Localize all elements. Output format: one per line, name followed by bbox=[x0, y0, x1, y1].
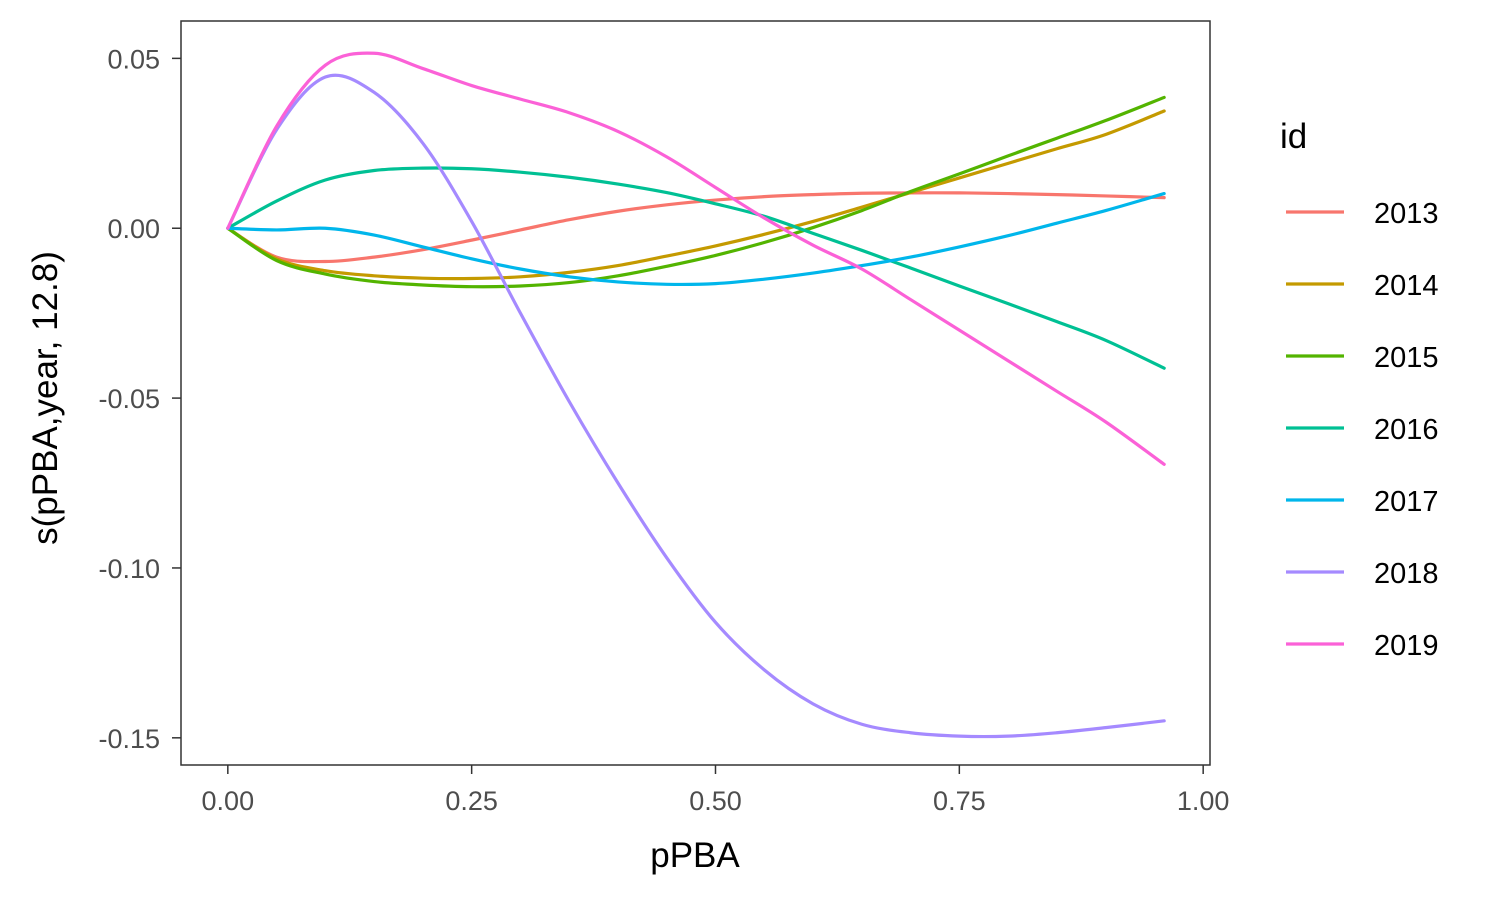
y-axis: 0.05 0.00 -0.05 -0.10 -0.15 bbox=[98, 44, 181, 754]
legend-label-2019: 2019 bbox=[1374, 630, 1439, 662]
series-line-2018 bbox=[226, 73, 1166, 739]
series-line-2019 bbox=[226, 51, 1166, 466]
y-tick-label: 0.05 bbox=[107, 44, 160, 74]
series-line-2013 bbox=[226, 191, 1166, 264]
legend-label-2016: 2016 bbox=[1374, 414, 1439, 446]
series-line-2016 bbox=[226, 166, 1166, 370]
x-tick-label: 0.25 bbox=[445, 786, 498, 816]
series-line-2014 bbox=[226, 109, 1166, 281]
y-tick-label: -0.15 bbox=[98, 724, 160, 754]
legend-label-2015: 2015 bbox=[1374, 342, 1439, 374]
legend-title: id bbox=[1280, 117, 1307, 156]
series-line-2015 bbox=[226, 95, 1166, 289]
panel-background bbox=[181, 21, 1210, 765]
legend-label-2014: 2014 bbox=[1374, 270, 1439, 302]
legend-label-2018: 2018 bbox=[1374, 558, 1439, 590]
legend-label-2017: 2017 bbox=[1374, 486, 1439, 518]
series-lines bbox=[226, 51, 1166, 739]
panel-border bbox=[180, 20, 1211, 766]
y-tick-label: -0.05 bbox=[98, 384, 160, 414]
x-axis: 0.00 0.25 0.50 0.75 1.00 bbox=[202, 765, 1230, 816]
x-tick-label: 0.00 bbox=[202, 786, 255, 816]
y-axis-title: s(pPBA,year, 12.8) bbox=[26, 251, 65, 545]
x-tick-label: 0.75 bbox=[933, 786, 986, 816]
y-tick-label: 0.00 bbox=[107, 214, 160, 244]
x-axis-title: pPBA bbox=[650, 836, 740, 875]
legend: id 2013 2014 2015 2016 2017 2018 2019 bbox=[1280, 117, 1439, 662]
y-tick-label: -0.10 bbox=[98, 554, 160, 584]
legend-label-2013: 2013 bbox=[1374, 198, 1439, 230]
x-tick-label: 0.50 bbox=[689, 786, 742, 816]
series-line-2017 bbox=[226, 191, 1166, 287]
x-tick-label: 1.00 bbox=[1177, 786, 1230, 816]
